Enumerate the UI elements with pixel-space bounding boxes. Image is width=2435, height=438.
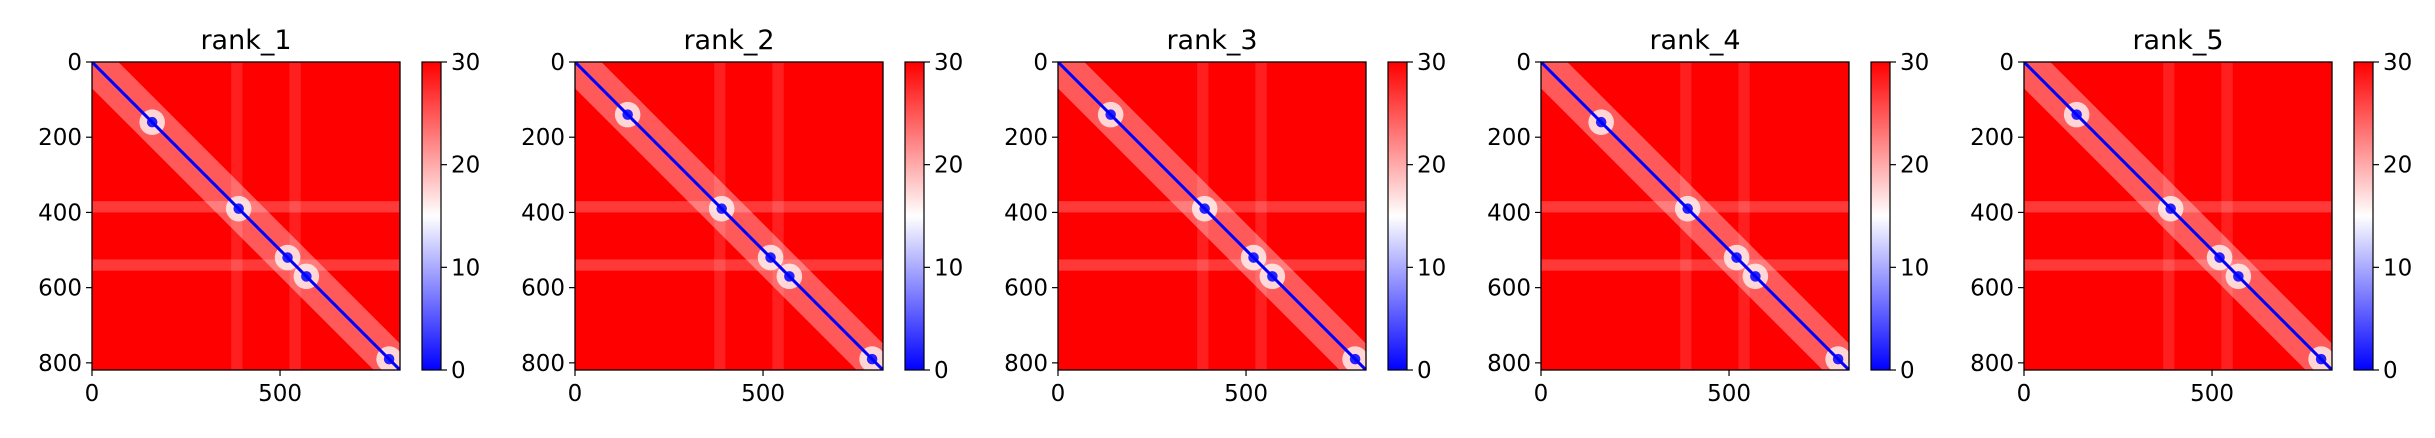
heatmap-diagonal <box>2024 62 2332 370</box>
axes-frame <box>2023 61 2333 371</box>
x-tick-label: 500 <box>258 381 302 407</box>
y-tick-label: 0 <box>1516 50 1531 76</box>
heatmap-band-v <box>772 62 784 370</box>
y-tick-label: 400 <box>38 200 82 226</box>
heatmap-diagonal <box>1541 62 1849 370</box>
colorbar-tick-label: 20 <box>934 153 963 179</box>
heatmap-band-h <box>92 259 400 271</box>
y-tick-label: 200 <box>521 125 565 151</box>
y-tick-label: 0 <box>1999 50 2014 76</box>
colorbar-tick-label: 0 <box>451 358 466 384</box>
x-tick-label: 0 <box>85 381 100 407</box>
heatmap-band-h <box>1541 259 1849 271</box>
y-tick-label: 200 <box>1970 125 2014 151</box>
heatmap-diagonal <box>575 62 883 370</box>
panel-title: rank_5 <box>2132 25 2223 56</box>
colorbar-tick-label: 0 <box>1900 358 1915 384</box>
colorbar-tick-label: 10 <box>1417 255 1446 281</box>
x-tick-label: 500 <box>1707 381 1751 407</box>
y-tick-label: 600 <box>1970 276 2014 302</box>
x-tick-label: 0 <box>1534 381 1549 407</box>
y-tick-label: 800 <box>521 351 565 377</box>
colorbar-tick-label: 20 <box>1417 153 1446 179</box>
heatmap-band-h <box>2024 259 2332 271</box>
panel-title: rank_2 <box>683 25 774 56</box>
y-tick-label: 200 <box>38 125 82 151</box>
heatmap-image <box>1541 62 1849 370</box>
y-tick-label: 600 <box>521 276 565 302</box>
y-tick-label: 200 <box>1487 125 1531 151</box>
y-tick-label: 0 <box>1033 50 1048 76</box>
colorbar <box>421 61 442 371</box>
y-tick-label: 600 <box>1004 276 1048 302</box>
heatmap-image <box>2024 62 2332 370</box>
axes-frame <box>91 61 401 371</box>
x-tick-label: 500 <box>2190 381 2234 407</box>
colorbar-tick-label: 0 <box>2383 358 2398 384</box>
colorbar <box>2353 61 2374 371</box>
colorbar <box>1387 61 1408 371</box>
x-tick-label: 0 <box>568 381 583 407</box>
heatmap-band-h <box>1058 259 1366 271</box>
colorbar-tick-label: 30 <box>2383 50 2412 76</box>
heatmap-image <box>575 62 883 370</box>
y-tick-label: 800 <box>1487 351 1531 377</box>
heatmap-band-v <box>1255 62 1267 370</box>
axes-frame <box>1057 61 1367 371</box>
y-tick-label: 0 <box>67 50 82 76</box>
colorbar-tick-label: 10 <box>451 255 480 281</box>
heatmap-image <box>92 62 400 370</box>
heatmap-diagonal <box>1058 62 1366 370</box>
colorbar-tick-label: 30 <box>934 50 963 76</box>
colorbar-tick-label: 0 <box>1417 358 1432 384</box>
heatmap-band-v <box>1738 62 1750 370</box>
colorbar-tick-label: 20 <box>2383 153 2412 179</box>
colorbar-tick-label: 10 <box>1900 255 1929 281</box>
panel-title: rank_3 <box>1166 25 1257 56</box>
heatmap-diagonal <box>92 62 400 370</box>
heatmap-image <box>1058 62 1366 370</box>
y-tick-label: 800 <box>38 351 82 377</box>
colorbar-tick-label: 30 <box>451 50 480 76</box>
colorbar-tick-label: 10 <box>2383 255 2412 281</box>
x-tick-label: 0 <box>2017 381 2032 407</box>
y-tick-label: 600 <box>1487 276 1531 302</box>
x-tick-label: 500 <box>1224 381 1268 407</box>
y-tick-label: 800 <box>1970 351 2014 377</box>
colorbar <box>904 61 925 371</box>
panel-title: rank_4 <box>1649 25 1740 56</box>
colorbar-tick-label: 10 <box>934 255 963 281</box>
y-tick-label: 800 <box>1004 351 1048 377</box>
x-tick-label: 0 <box>1051 381 1066 407</box>
x-tick-label: 500 <box>741 381 785 407</box>
y-tick-label: 400 <box>1487 200 1531 226</box>
y-tick-label: 400 <box>1970 200 2014 226</box>
y-tick-label: 600 <box>38 276 82 302</box>
axes-frame <box>574 61 884 371</box>
y-tick-label: 400 <box>521 200 565 226</box>
heatmap-band-v <box>289 62 301 370</box>
panel-title: rank_1 <box>200 25 291 56</box>
y-tick-label: 400 <box>1004 200 1048 226</box>
colorbar <box>1870 61 1891 371</box>
colorbar-tick-label: 30 <box>1900 50 1929 76</box>
colorbar-tick-label: 20 <box>451 153 480 179</box>
heatmap-band-v <box>2221 62 2233 370</box>
y-tick-label: 0 <box>550 50 565 76</box>
colorbar-tick-label: 30 <box>1417 50 1446 76</box>
axes-frame <box>1540 61 1850 371</box>
y-tick-label: 200 <box>1004 125 1048 151</box>
colorbar-tick-label: 0 <box>934 358 949 384</box>
colorbar-tick-label: 20 <box>1900 153 1929 179</box>
heatmap-band-h <box>575 259 883 271</box>
